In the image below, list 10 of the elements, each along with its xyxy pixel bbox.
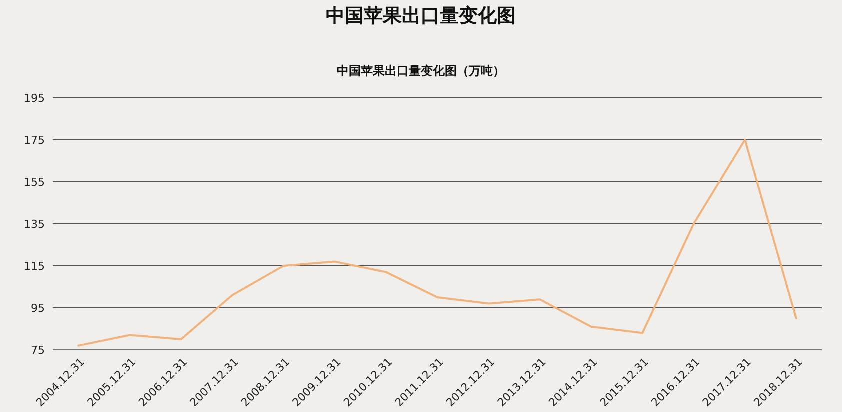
chart-subtitle: 中国苹果出口量变化图（万吨）	[337, 64, 505, 78]
y-tick-label: 75	[31, 344, 45, 357]
y-tick-label: 95	[31, 302, 45, 315]
chart-title: 中国苹果出口量变化图	[326, 5, 516, 27]
y-tick-label: 195	[24, 92, 45, 105]
y-tick-label: 175	[24, 134, 45, 147]
y-tick-label: 135	[24, 218, 45, 231]
line-series	[78, 139, 798, 347]
y-tick-label: 155	[24, 176, 45, 189]
y-tick-label: 115	[24, 260, 45, 273]
